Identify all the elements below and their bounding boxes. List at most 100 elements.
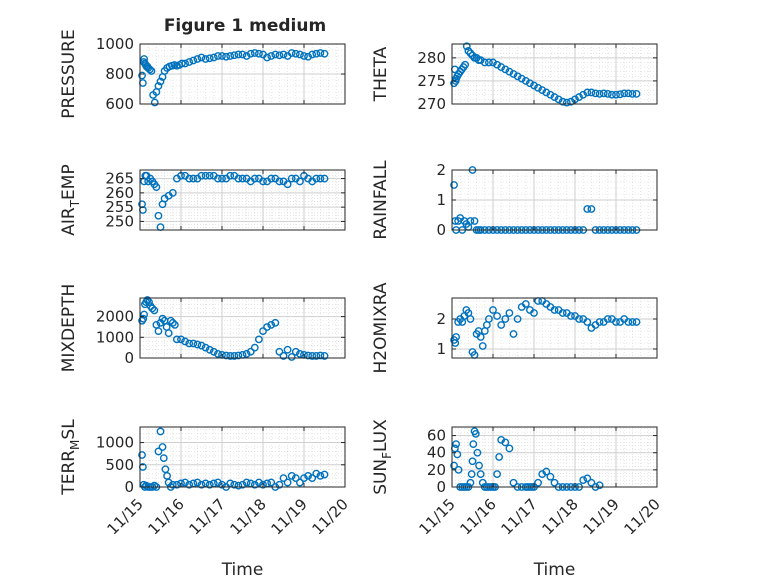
data-point (279, 474, 288, 483)
data-point (579, 90, 588, 99)
data-point (177, 59, 186, 68)
y-tick-label: 0 (436, 478, 446, 496)
data-point (467, 470, 476, 479)
data-point (242, 478, 251, 487)
data-point (295, 177, 304, 186)
y-tick-label: 600 (105, 95, 134, 113)
data-point (189, 174, 198, 183)
data-point (591, 89, 600, 98)
data-point (287, 471, 296, 480)
data-point (583, 88, 592, 97)
chart-panel-rainfall: 0 1 2 RAINFALL (371, 160, 658, 240)
y-axis-label: THETA (371, 46, 391, 102)
data-point (554, 95, 563, 104)
data-point (250, 480, 259, 489)
data-point (213, 478, 222, 487)
data-point (587, 88, 596, 97)
data-point (218, 52, 226, 60)
data-point (493, 312, 501, 320)
y-tick-label: 0 (124, 478, 134, 496)
data-point (542, 467, 551, 476)
data-point (242, 349, 251, 358)
data-point (530, 81, 538, 90)
data-point (452, 333, 460, 341)
data-point (509, 478, 518, 487)
data-point (478, 478, 487, 487)
data-point (230, 352, 239, 360)
data-point (154, 82, 163, 90)
y-tick-label: 265 (105, 170, 134, 188)
data-point (234, 351, 243, 360)
data-point (312, 174, 321, 183)
data-point (283, 180, 292, 189)
y-axis-label: MIXDEPTH (59, 284, 79, 373)
data-point (259, 177, 267, 186)
data-point (193, 478, 202, 487)
data-point (201, 343, 210, 352)
data-point (462, 42, 471, 51)
data-point (567, 312, 575, 320)
data-point (517, 74, 526, 83)
data-point (478, 342, 487, 350)
data-point (218, 174, 226, 183)
data-point (587, 205, 596, 213)
data-point (238, 174, 247, 183)
y-tick-label: 500 (105, 456, 134, 474)
data-point (145, 298, 153, 307)
data-point (234, 174, 243, 183)
data-point (197, 53, 206, 62)
axes-box (139, 426, 346, 488)
data-point (254, 478, 263, 487)
data-point (628, 89, 637, 98)
data-point (308, 50, 317, 59)
data-point (616, 90, 624, 99)
data-point (193, 55, 202, 63)
data-point (513, 315, 522, 323)
axes-box (139, 169, 346, 231)
data-point (468, 51, 477, 60)
data-point (156, 427, 165, 436)
data-point (534, 478, 542, 487)
data-point (201, 55, 210, 63)
data-point (603, 89, 612, 98)
data-point (632, 89, 641, 98)
data-point (546, 472, 555, 481)
data-point (505, 444, 514, 453)
data-point (304, 471, 312, 480)
data-point (595, 481, 604, 490)
data-point (471, 429, 480, 438)
data-point (295, 50, 304, 59)
data-point (267, 52, 276, 60)
data-point (501, 315, 510, 323)
y-tick-label: 1000 (96, 434, 134, 452)
data-point (259, 327, 267, 336)
data-point (159, 454, 168, 463)
data-point (300, 474, 308, 483)
data-point (509, 330, 518, 338)
y-tick-label: 60 (427, 427, 446, 445)
data-point (201, 171, 210, 180)
figure-title: Figure 1 medium (164, 16, 326, 36)
data-point (283, 478, 292, 487)
data-point (505, 309, 514, 317)
data-point (275, 51, 284, 60)
data-point (501, 65, 510, 74)
data-point (530, 309, 538, 317)
y-tick-label: 275 (417, 72, 446, 90)
y-tick-label: 280 (417, 49, 446, 67)
y-tick-label: 2 (436, 310, 446, 328)
data-point (238, 50, 247, 59)
data-point (452, 440, 460, 449)
data-point (287, 174, 296, 183)
y-tick-label: 1000 (96, 328, 134, 346)
data-point (476, 333, 485, 341)
data-point (246, 347, 255, 356)
data-point (185, 480, 194, 489)
data-point (484, 58, 493, 67)
data-point (185, 174, 194, 183)
data-point (608, 90, 616, 99)
y-tick-label: 20 (427, 461, 446, 479)
data-point (234, 481, 243, 490)
